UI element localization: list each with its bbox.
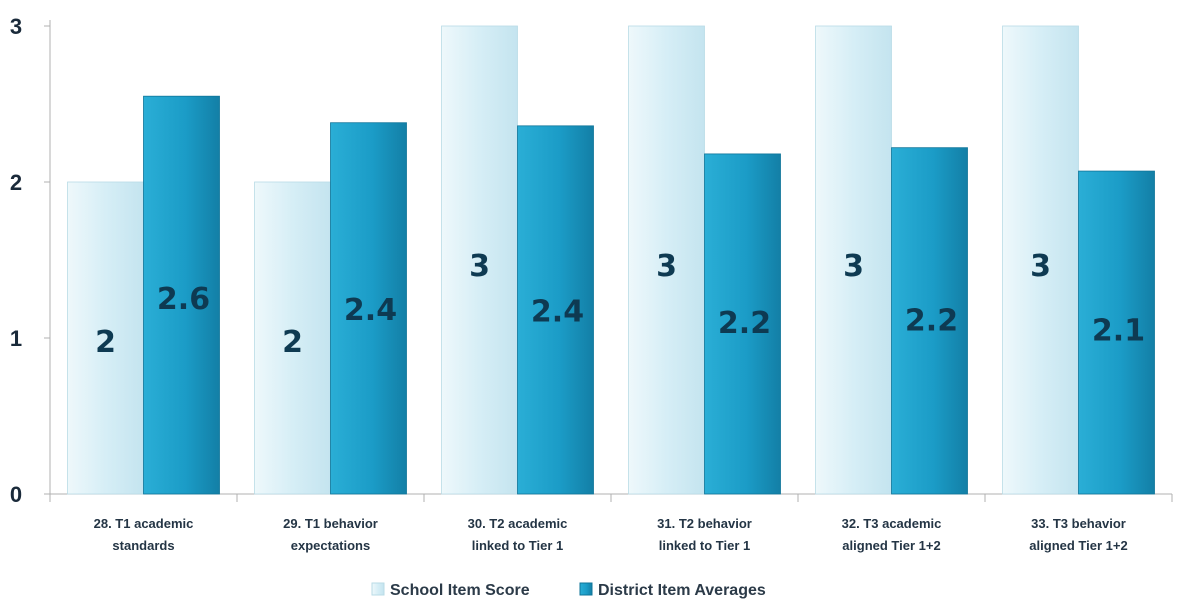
y-tick-label: 0 (10, 482, 22, 507)
bar-school-item-score (441, 25, 518, 495)
legend-swatch-school (371, 582, 385, 596)
bar-school-item-score (67, 181, 144, 495)
data-label-school: 3 (469, 249, 490, 284)
y-tick-label: 1 (10, 326, 22, 351)
y-tick-label: 2 (10, 170, 22, 195)
bar-school-item-score (628, 25, 705, 495)
legend-swatch-district (579, 582, 593, 596)
bar-district-item-average (1078, 170, 1155, 495)
x-tick-label: 29. T1 behavior expectations (283, 516, 378, 553)
data-label-school: 3 (1030, 249, 1051, 284)
y-tick-label: 3 (10, 14, 22, 39)
value-labels: 2 2.6 2 2.4 3 2.4 3 2.2 3 2.2 3 2.1 (95, 249, 1145, 360)
x-tick-label: 32. T3 academic aligned Tier 1+2 (842, 516, 942, 553)
bar-district-item-average (891, 147, 968, 495)
data-label-district: 2.2 (905, 304, 958, 339)
x-tick-label: 33. T3 behavior aligned Tier 1+2 (1029, 516, 1127, 553)
bar-school-item-score (1002, 25, 1079, 495)
data-label-district: 2.4 (344, 293, 397, 328)
data-label-school: 2 (95, 325, 116, 360)
bars (67, 25, 1155, 495)
data-label-district: 2.4 (531, 294, 584, 329)
data-label-school: 3 (656, 249, 677, 284)
axes: 0 1 2 3 (10, 14, 1173, 507)
data-label-district: 2.1 (1092, 313, 1145, 348)
bar-district-item-average (517, 125, 594, 495)
bar-school-item-score (815, 25, 892, 495)
data-label-school: 2 (282, 325, 303, 360)
bar-district-item-average (704, 153, 781, 495)
data-label-district: 2.2 (718, 306, 771, 341)
legend-label-district: District Item Averages (598, 582, 766, 599)
bar-district-item-average (143, 95, 220, 495)
x-tick-label: 30. T2 academic linked to Tier 1 (468, 516, 568, 553)
x-tick-label: 31. T2 behavior linked to Tier 1 (657, 516, 752, 553)
legend-label-school: School Item Score (390, 582, 530, 599)
x-tick-label: 28. T1 academic standards (94, 516, 194, 553)
bar-school-item-score (254, 181, 331, 495)
category-labels: 28. T1 academic standards 29. T1 behavior e… (94, 516, 1128, 553)
legend: School Item Score District Item Averages (371, 582, 766, 599)
bar-district-item-average (330, 122, 407, 495)
data-label-school: 3 (843, 249, 864, 284)
data-label-district: 2.6 (157, 282, 210, 317)
